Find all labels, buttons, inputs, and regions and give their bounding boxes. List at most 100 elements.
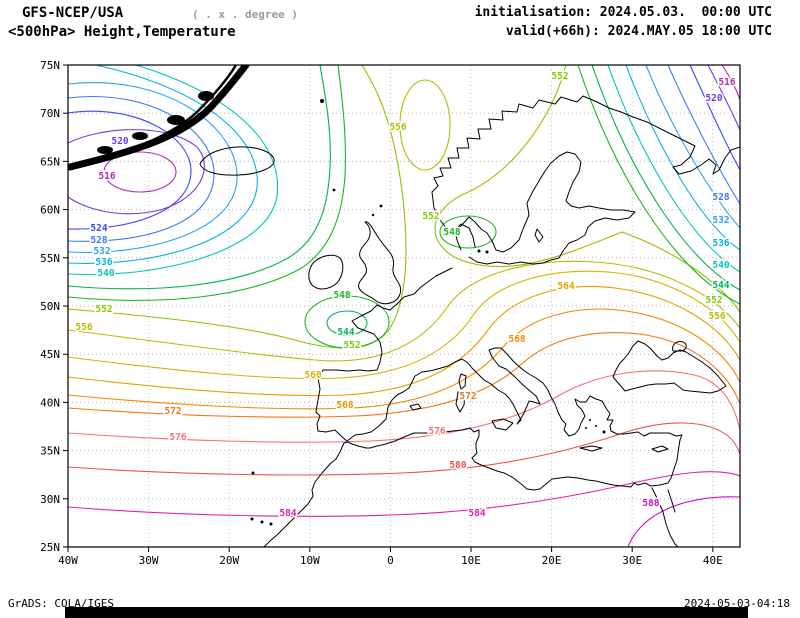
contour-516-fan: [721, 65, 740, 101]
valid-time: valid(+66h): 2024.MAY.05 18:00 UTC: [505, 24, 772, 39]
lat-tick-label: 45N: [40, 348, 60, 361]
lon-tick-label: 30E: [622, 554, 642, 567]
greenland-fjord-blob: [132, 132, 148, 140]
lat-tick-label: 30N: [40, 493, 60, 506]
lat-tick-label: 60N: [40, 204, 60, 217]
lat-tick-label: 40N: [40, 396, 60, 409]
lon-tick-label: 20W: [219, 554, 239, 567]
contour-544-fan: [591, 65, 740, 291]
contour-520-fan: [707, 65, 740, 131]
contour-528: [68, 96, 215, 242]
contour-576-south: [68, 370, 740, 443]
canary-island: [260, 520, 264, 524]
contour-label-548: 548: [333, 290, 350, 301]
product-title: <500hPa> Height,Temperature: [8, 24, 236, 40]
contour-552-east: [434, 65, 740, 313]
coastline-mediterranean-islands: [409, 373, 669, 453]
contour-label-520: 520: [111, 136, 128, 147]
jan-mayen-island: [320, 99, 324, 103]
greenland-fjord-blob: [198, 91, 214, 101]
contour-label-544: 544: [337, 327, 354, 338]
contour-label-588: 588: [642, 498, 659, 509]
contour-label-572: 572: [459, 391, 476, 402]
contour-label-564: 564: [557, 281, 574, 292]
contour-value-labels: 5165205245285325365405525565485445525565…: [74, 70, 737, 521]
coastline-red-sea: [651, 487, 679, 547]
lon-tick-label: 40W: [58, 554, 78, 567]
contour-label-536: 536: [712, 238, 729, 249]
lat-lon-grid: [68, 65, 740, 547]
contour-label-552: 552: [705, 295, 722, 306]
shetland-islands: [379, 204, 383, 208]
canary-island: [269, 522, 273, 526]
model-title: GFS-NCEP/USA: [22, 5, 124, 21]
contour-548: [68, 65, 346, 301]
lat-tick-label: 65N: [40, 155, 60, 168]
lon-tick-label: 10E: [461, 554, 481, 567]
contour-label-572: 572: [164, 406, 181, 417]
coastlines: [68, 65, 740, 547]
contour-label-552: 552: [551, 71, 568, 82]
contour-label-580: 580: [449, 460, 466, 471]
contour-label-532: 532: [93, 246, 110, 257]
coastline-greenland-inner: [68, 65, 238, 170]
lat-tick-label: 50N: [40, 300, 60, 313]
contour-label-556: 556: [389, 122, 406, 133]
contour-564-south: [68, 285, 740, 397]
contour-label-536: 536: [95, 257, 112, 268]
faroe-islands: [332, 188, 336, 192]
canary-island: [250, 517, 254, 521]
contour-label-560: 560: [304, 370, 321, 381]
aegean-island: [589, 419, 591, 421]
contour-label-576: 576: [428, 426, 445, 437]
contour-label-552: 552: [422, 211, 439, 222]
contour-label-516: 516: [98, 171, 115, 182]
aegean-island: [585, 427, 587, 429]
madeira-island: [251, 471, 255, 475]
contour-532: [68, 82, 238, 253]
contour-548-cutoff: [304, 295, 390, 349]
contour-label-548: 548: [443, 227, 460, 238]
contour-536: [68, 65, 258, 264]
coastline-great-britain: [358, 221, 402, 305]
contour-label-528: 528: [90, 235, 107, 246]
coastline-greenland: [68, 65, 250, 171]
contour-540-fan: [607, 65, 740, 273]
grads-credit: GrADS: COLA/IGES: [8, 597, 114, 610]
contour-572-south: [68, 332, 740, 418]
bottom-bar: [65, 607, 748, 618]
coastline-west-europe-mediterranean: [315, 267, 603, 442]
lat-tick-label: 55N: [40, 252, 60, 265]
contour-label-516: 516: [718, 77, 735, 88]
lat-tick-label: 25N: [40, 541, 60, 554]
lon-tick-label: 40E: [703, 554, 723, 567]
lon-tick-label: 10W: [300, 554, 320, 567]
contour-540: [68, 65, 279, 276]
coastline-gotland: [534, 228, 544, 243]
aegean-island: [595, 425, 597, 427]
contour-548-fan: [577, 65, 740, 305]
orkney-islands: [371, 213, 375, 217]
contour-552: [68, 65, 407, 349]
contour-label-568: 568: [508, 334, 525, 345]
lon-tick-label: 30W: [139, 554, 159, 567]
contour-556-cell: [399, 79, 451, 171]
contour-label-528: 528: [712, 192, 729, 203]
contour-label-556: 556: [708, 311, 725, 322]
contour-label-552: 552: [343, 340, 360, 351]
greenland-fjord-blob: [167, 115, 185, 125]
contour-label-544: 544: [712, 280, 729, 291]
coastline-black-sea: [612, 340, 727, 394]
lat-tick-label: 35N: [40, 445, 60, 458]
danish-island: [477, 249, 481, 253]
contour-label-556: 556: [75, 322, 92, 333]
coastline-sea-of-azov: [672, 341, 687, 352]
coastline-scandinavia-arctic: [431, 95, 740, 230]
lake-onega: [673, 190, 681, 202]
contour-label-576: 576: [169, 432, 186, 443]
contour-584-south: [68, 471, 740, 517]
contour-label-540: 540: [97, 268, 114, 279]
